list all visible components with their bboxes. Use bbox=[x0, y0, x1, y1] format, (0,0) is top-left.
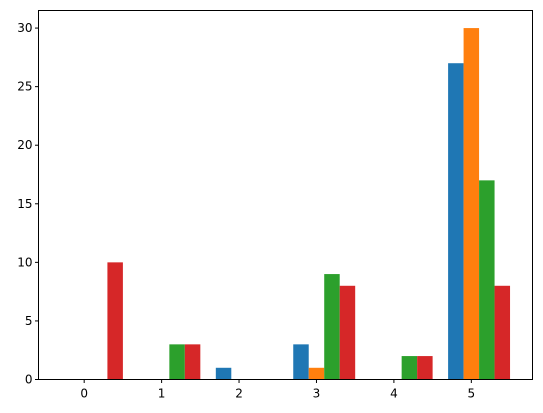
bar bbox=[463, 28, 480, 380]
bar bbox=[293, 344, 309, 380]
bar bbox=[494, 285, 511, 380]
bar bbox=[169, 344, 185, 380]
x-tick-label: 4 bbox=[390, 387, 398, 401]
x-tick-label: 1 bbox=[158, 387, 166, 401]
bar bbox=[401, 356, 418, 380]
bar bbox=[184, 344, 201, 380]
bar bbox=[448, 63, 464, 380]
x-tick-label: 5 bbox=[468, 387, 476, 401]
axes-frame bbox=[38, 10, 533, 380]
y-tick-label: 20 bbox=[17, 138, 32, 152]
y-tick-label: 10 bbox=[17, 255, 32, 269]
x-tick-label: 0 bbox=[80, 387, 88, 401]
y-tick-label: 0 bbox=[25, 373, 33, 387]
bar bbox=[107, 262, 123, 380]
bar bbox=[479, 180, 495, 380]
x-tick-label: 3 bbox=[313, 387, 321, 401]
y-tick-label: 25 bbox=[17, 80, 32, 94]
y-tick-label: 15 bbox=[17, 197, 32, 211]
bar bbox=[215, 367, 232, 380]
plot-area bbox=[107, 28, 511, 380]
bar bbox=[324, 274, 340, 380]
bar bbox=[308, 367, 325, 380]
y-tick-label: 5 bbox=[25, 314, 33, 328]
y-tick-label: 30 bbox=[17, 21, 32, 35]
bar bbox=[417, 356, 433, 380]
bar bbox=[339, 285, 356, 380]
x-tick-label: 2 bbox=[235, 387, 243, 401]
